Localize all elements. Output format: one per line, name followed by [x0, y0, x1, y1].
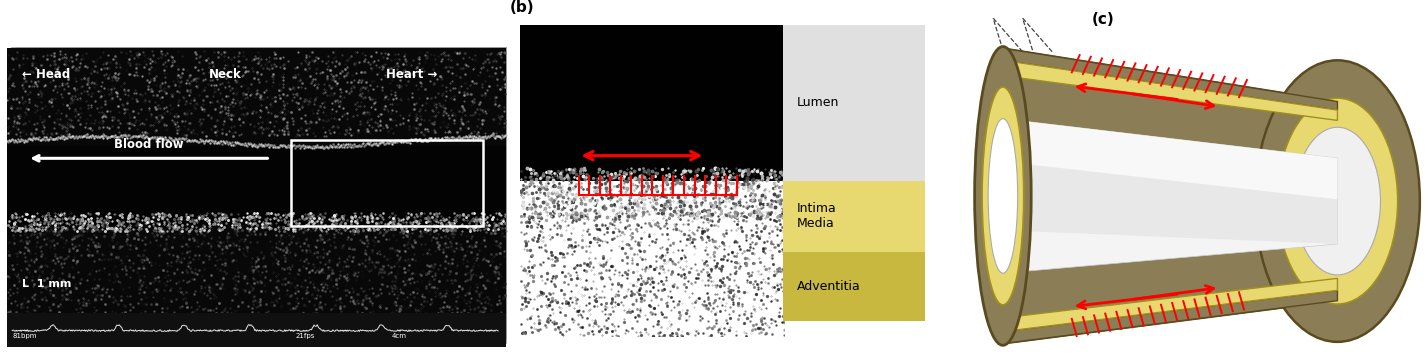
Bar: [7, 313, 506, 347]
Polygon shape: [1002, 278, 1338, 332]
Ellipse shape: [988, 119, 1018, 273]
Bar: [33, 48, 506, 325]
Polygon shape: [1002, 119, 1338, 273]
Text: L  1 mm: L 1 mm: [23, 279, 71, 290]
Text: Neck: Neck: [208, 68, 241, 81]
Bar: [7, 48, 506, 347]
Text: Adventitia: Adventitia: [797, 280, 861, 293]
Polygon shape: [1002, 119, 1338, 199]
Bar: [37, 48, 506, 320]
Ellipse shape: [1278, 98, 1397, 304]
Polygon shape: [1002, 161, 1338, 244]
Text: Blood flow: Blood flow: [114, 138, 184, 151]
Polygon shape: [1002, 48, 1338, 110]
Text: Intima
Media: Intima Media: [797, 202, 837, 230]
Text: 81bpm: 81bpm: [13, 333, 37, 339]
Polygon shape: [1002, 48, 1338, 102]
Bar: [27, 48, 506, 329]
Bar: [783, 181, 925, 252]
Polygon shape: [1002, 290, 1338, 344]
Ellipse shape: [983, 87, 1024, 305]
Text: ← Head: ← Head: [23, 68, 70, 81]
Bar: [291, 139, 483, 226]
Ellipse shape: [1255, 60, 1420, 342]
Text: 21fps: 21fps: [295, 333, 315, 339]
Text: (c): (c): [1091, 12, 1114, 27]
Bar: [13, 48, 506, 343]
Text: (b): (b): [511, 0, 535, 16]
Bar: [783, 252, 925, 321]
Ellipse shape: [974, 47, 1031, 345]
Ellipse shape: [1295, 127, 1380, 275]
Bar: [520, 25, 784, 181]
Bar: [17, 48, 506, 338]
Text: Heart →: Heart →: [386, 68, 438, 81]
Bar: [783, 25, 925, 181]
Polygon shape: [1002, 48, 1338, 344]
Text: M: 1.5: M: 1.5: [17, 19, 41, 28]
Bar: [7, 147, 506, 224]
Text: Lumen: Lumen: [797, 96, 840, 109]
Bar: [23, 48, 506, 334]
Polygon shape: [1002, 60, 1338, 120]
Text: 4cm: 4cm: [392, 333, 406, 339]
